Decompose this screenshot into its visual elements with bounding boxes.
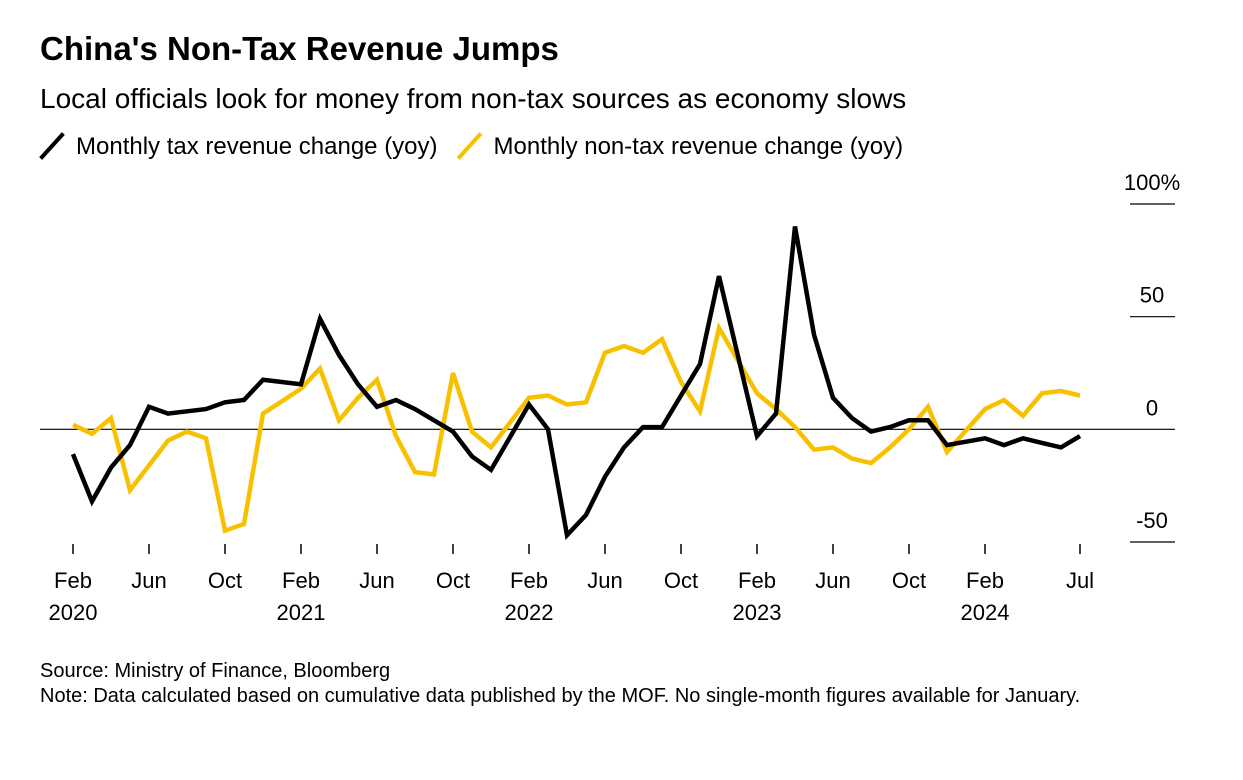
y-tick-label: 50: [1140, 283, 1164, 308]
source: Source: Ministry of Finance, Bloomberg: [40, 660, 390, 682]
x-tick-year: 2022: [505, 600, 554, 625]
x-tick-year: 2021: [277, 600, 326, 625]
note: Note: Data calculated based on cumulativ…: [40, 685, 1081, 707]
y-tick-label: -50: [1136, 508, 1168, 533]
note-box: Note: Data calculated based on cumulativ…: [40, 685, 1081, 707]
x-tick-year: 2024: [961, 600, 1010, 625]
x-tick-label: Oct: [892, 568, 926, 593]
x-tick-label: Feb: [510, 568, 548, 593]
chart-title: China's Non-Tax Revenue Jumps: [40, 30, 559, 67]
series-line: [72, 321, 1081, 534]
x-tick-label: Jun: [587, 568, 622, 593]
legend-label: Monthly non-tax revenue change (yoy): [494, 133, 904, 160]
chart-subtitle: Local officials look for money from non-…: [40, 83, 906, 114]
legend-label: Monthly tax revenue change (yoy): [76, 133, 438, 160]
x-tick-label: Feb: [282, 568, 320, 593]
x-tick-label: Feb: [966, 568, 1004, 593]
x-tick-label: Feb: [738, 568, 776, 593]
x-tick-label: Oct: [664, 568, 698, 593]
x-tick-label: Jun: [359, 568, 394, 593]
x-tick-label: Jun: [131, 568, 166, 593]
x-tick-label: Jun: [815, 568, 850, 593]
x-tick-year: 2020: [49, 600, 98, 625]
x-tick-label: Feb: [54, 568, 92, 593]
x-tick-year: 2023: [733, 600, 782, 625]
series-line: [70, 226, 1082, 540]
y-tick-label: 0: [1146, 395, 1158, 420]
y-tick-label: 100%: [1124, 170, 1180, 195]
x-tick-label: Oct: [436, 568, 470, 593]
x-tick-label: Oct: [208, 568, 242, 593]
x-tick-label: Jul: [1066, 568, 1094, 593]
legend-swatch: [39, 132, 65, 160]
legend-swatch: [456, 132, 483, 160]
